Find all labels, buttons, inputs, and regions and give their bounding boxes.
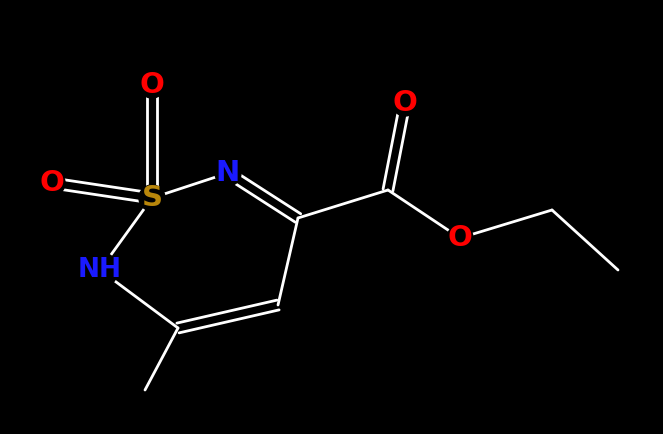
- Circle shape: [447, 225, 473, 251]
- Circle shape: [39, 170, 65, 196]
- Circle shape: [82, 252, 118, 288]
- Circle shape: [139, 72, 165, 98]
- Circle shape: [139, 185, 165, 211]
- Text: O: O: [448, 224, 473, 252]
- Text: O: O: [40, 169, 64, 197]
- Text: N: N: [216, 159, 240, 187]
- Text: O: O: [392, 89, 418, 117]
- Circle shape: [392, 90, 418, 116]
- Text: O: O: [140, 71, 164, 99]
- Text: S: S: [141, 184, 162, 212]
- Circle shape: [215, 160, 241, 186]
- Text: NH: NH: [78, 257, 122, 283]
